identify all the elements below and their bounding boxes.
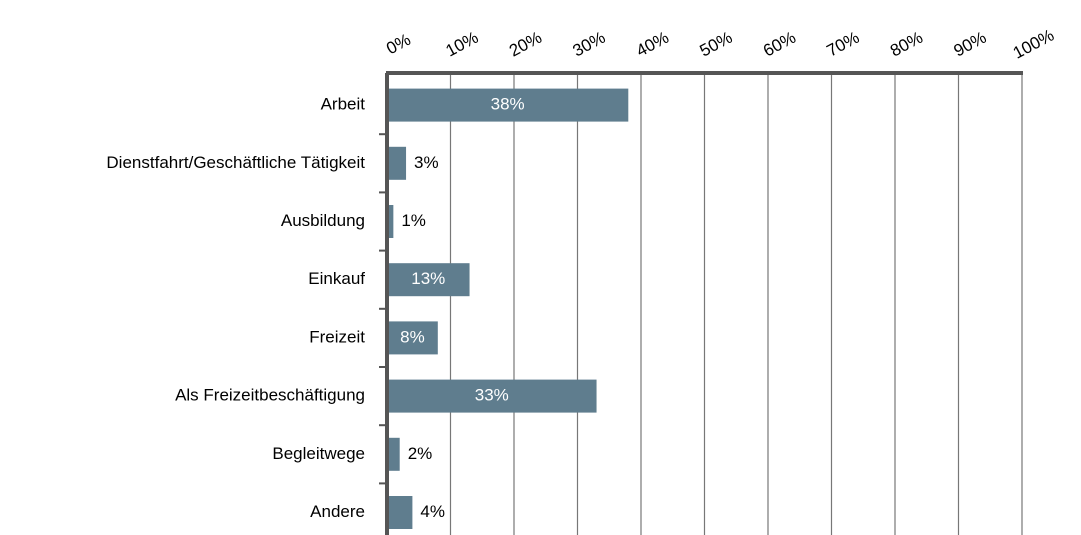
y-tick-label: Freizeit [309, 327, 365, 346]
x-tick-label: 100% [1010, 26, 1057, 63]
bar [387, 205, 394, 238]
data-label: 1% [401, 211, 426, 230]
x-tick-label: 10% [443, 28, 482, 61]
x-tick-label: 80% [887, 28, 926, 61]
x-tick-label: 0% [383, 30, 414, 58]
data-label: 4% [420, 502, 445, 521]
data-label: 13% [411, 269, 445, 288]
y-tick-label: Ausbildung [281, 211, 365, 230]
data-label: 3% [414, 153, 439, 172]
bar [387, 88, 629, 122]
data-label: 33% [475, 386, 509, 405]
y-tick-label: Als Freizeitbeschäftigung [175, 386, 365, 405]
y-tick-label: Arbeit [321, 95, 366, 114]
bar [387, 146, 407, 180]
bar [387, 321, 438, 355]
x-tick-label: 60% [760, 28, 799, 61]
bar [387, 379, 597, 413]
x-tick-label: 90% [951, 28, 990, 61]
data-label: 8% [400, 327, 425, 346]
y-tick-label: Andere [310, 502, 365, 521]
bar [387, 263, 470, 297]
x-tick-label: 70% [824, 28, 863, 61]
y-tick-label: Dienstfahrt/Geschäftliche Tätigkeit [106, 153, 365, 172]
data-label: 38% [491, 95, 525, 114]
x-tick-label: 40% [633, 28, 672, 61]
x-tick-label: 30% [570, 28, 609, 61]
y-tick-label: Begleitwege [272, 444, 365, 463]
x-tick-label: 50% [697, 28, 736, 61]
bar [387, 437, 400, 471]
x-tick-label: 20% [506, 28, 545, 61]
y-tick-label: Einkauf [308, 269, 365, 288]
data-label: 2% [408, 444, 433, 463]
bar [387, 496, 413, 529]
